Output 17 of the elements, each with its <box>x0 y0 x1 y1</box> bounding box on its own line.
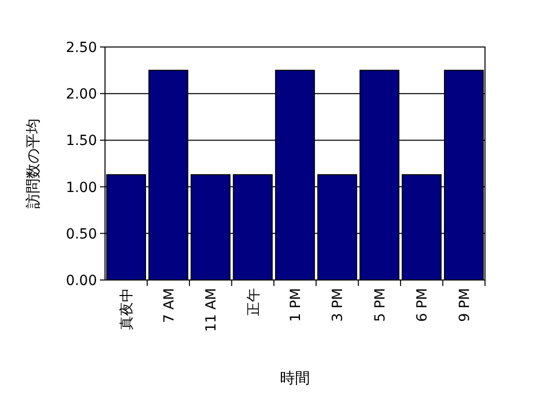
x-tick-label: 6 PM <box>414 288 431 322</box>
x-tick-label: 1 PM <box>288 288 304 322</box>
x-axis-title: 時間 <box>280 369 310 387</box>
x-tick-label: 7 AM <box>161 288 178 324</box>
y-tick-label: 0.50 <box>66 226 97 242</box>
x-tick-label: 5 PM <box>372 288 388 322</box>
y-axis-title: 訪問数の平均 <box>24 118 42 208</box>
x-tick-label: 3 PM <box>330 288 346 322</box>
x-tick-label: 9 PM <box>456 288 473 322</box>
y-tick-label: 1.50 <box>66 133 97 150</box>
y-tick-label: 0.00 <box>66 273 97 289</box>
x-tick-label: 11 AM <box>204 288 220 332</box>
y-tick-label: 2.00 <box>66 86 97 103</box>
x-tick-label: 正午 <box>246 288 262 316</box>
y-tick-label: 1.00 <box>66 180 97 196</box>
y-tick-label: 2.50 <box>66 40 97 56</box>
x-tick-label: 真夜中 <box>119 288 136 330</box>
